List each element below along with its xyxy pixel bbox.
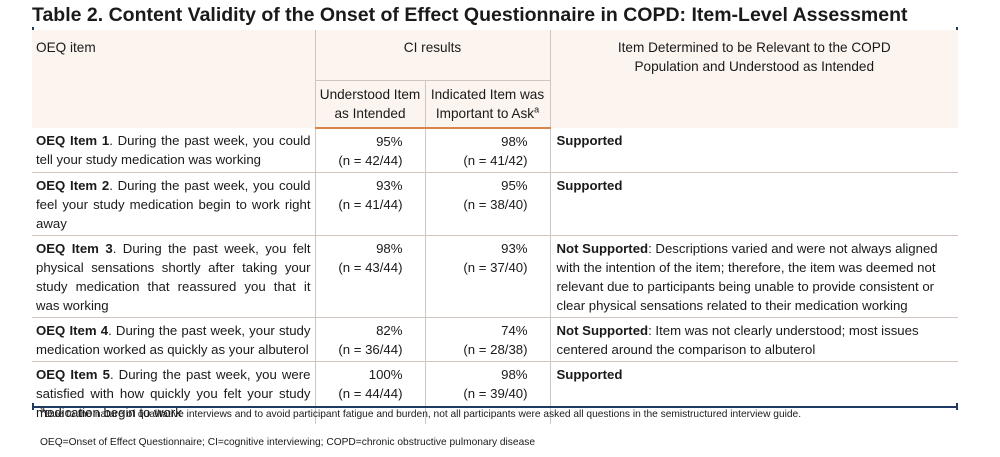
item-cell: OEQ Item 4. During the past week, your s…	[32, 317, 315, 362]
header-important-line2: Important to Ask	[435, 106, 535, 121]
understood-cell: 95% (n = 42/44)	[314, 128, 425, 173]
content-validity-table: OEQ item CI results Item Determined to b…	[32, 30, 959, 425]
header-understood: Understood Item as Intended	[314, 80, 425, 129]
header-important-sup: a	[534, 104, 540, 115]
relevance-cell: Supported	[549, 128, 959, 173]
header-important: Indicated Item was Important to Aska	[424, 80, 551, 129]
item-label: OEQ Item 4	[36, 323, 109, 338]
important-pct: 74%	[501, 323, 528, 338]
item-label: OEQ Item 5	[36, 367, 110, 382]
footnote-text: Due to the nature of qualitative intervi…	[45, 409, 802, 420]
important-pct: 95%	[501, 178, 528, 193]
table-row: OEQ Item 4. During the past week, your s…	[32, 317, 959, 362]
understood-pct: 95%	[376, 134, 403, 149]
verdict: Not Supported	[556, 241, 649, 256]
important-cell: 95% (n = 38/40)	[424, 172, 551, 236]
item-cell: OEQ Item 3. During the past week, you fe…	[32, 235, 315, 318]
header-ci-results: CI results	[314, 30, 551, 81]
verdict: Supported	[556, 367, 623, 382]
understood-pct: 82%	[376, 323, 403, 338]
item-cell: OEQ Item 1. During the past week, you co…	[32, 128, 315, 173]
header-relevance-line1: Item Determined to be Relevant to the CO…	[617, 40, 891, 55]
footnote: aDue to the nature of qualitative interv…	[40, 405, 802, 420]
important-pct: 98%	[501, 134, 528, 149]
verdict-detail: : Item was not clearly understood; most …	[556, 323, 919, 357]
header-understood-line1: Understood Item	[319, 87, 421, 102]
important-cell: 74% (n = 28/38)	[424, 317, 551, 362]
important-n: (n = 37/40)	[463, 260, 528, 275]
important-pct: 93%	[501, 241, 528, 256]
bottom-rule	[32, 406, 958, 408]
important-pct: 98%	[501, 367, 528, 382]
understood-pct: 100%	[368, 367, 403, 382]
table-row: OEQ Item 1. During the past week, you co…	[32, 128, 959, 173]
important-cell: 98% (n = 41/42)	[424, 128, 551, 173]
header-relevance-line2: Population and Understood as Intended	[634, 59, 875, 74]
understood-n: (n = 44/44)	[338, 386, 403, 401]
table-title: Table 2. Content Validity of the Onset o…	[32, 4, 908, 26]
table-row: OEQ Item 3. During the past week, you fe…	[32, 235, 959, 318]
table-container: OEQ item CI results Item Determined to b…	[32, 30, 959, 425]
item-text: . During the past week, you felt physica…	[36, 241, 311, 313]
important-cell: 93% (n = 37/40)	[424, 235, 551, 318]
understood-n: (n = 36/44)	[338, 342, 403, 357]
item-cell: OEQ Item 2. During the past week, you co…	[32, 172, 315, 236]
header-important-line1: Indicated Item was	[430, 87, 545, 102]
relevance-cell: Not Supported: Descriptions varied and w…	[549, 235, 959, 318]
important-n: (n = 41/42)	[463, 153, 528, 168]
verdict: Not Supported	[556, 323, 649, 338]
item-text: . During the past week, you were satisfi…	[36, 367, 311, 420]
understood-cell: 100% (n = 44/44)	[314, 361, 425, 424]
header-relevance: Item Determined to be Relevant to the CO…	[549, 30, 959, 128]
verdict-detail: : Descriptions varied and were not alway…	[556, 241, 938, 313]
important-cell: 98% (n = 39/40)	[424, 361, 551, 424]
relevance-cell: Supported	[549, 361, 959, 424]
understood-pct: 93%	[376, 178, 403, 193]
header-understood-line2: as Intended	[334, 106, 406, 121]
item-cell: OEQ Item 5. During the past week, you we…	[32, 362, 315, 425]
understood-cell: 82% (n = 36/44)	[314, 317, 425, 362]
item-label: OEQ Item 3	[36, 241, 113, 256]
understood-cell: 93% (n = 41/44)	[314, 172, 425, 236]
footnote-marker: a	[40, 404, 46, 415]
table-row: OEQ Item 5. During the past week, you we…	[32, 361, 959, 425]
understood-n: (n = 41/44)	[338, 197, 403, 212]
important-n: (n = 39/40)	[463, 386, 528, 401]
understood-cell: 98% (n = 43/44)	[314, 235, 425, 318]
verdict: Supported	[556, 178, 623, 193]
understood-n: (n = 42/44)	[338, 153, 403, 168]
bottom-rule-left-tick	[32, 403, 34, 410]
verdict: Supported	[556, 133, 623, 148]
item-text: . During the past week, you could tell y…	[36, 133, 311, 167]
table-row: OEQ Item 2. During the past week, you co…	[32, 172, 959, 236]
item-label: OEQ Item 2	[36, 178, 110, 193]
relevance-cell: Supported	[549, 172, 959, 236]
important-n: (n = 38/40)	[463, 197, 528, 212]
understood-pct: 98%	[376, 241, 403, 256]
header-oeq-item: OEQ item	[32, 30, 315, 128]
important-n: (n = 28/38)	[463, 342, 528, 357]
item-text: . During the past week, you could feel y…	[36, 178, 311, 231]
item-text: . During the past week, your study medic…	[36, 323, 311, 357]
bottom-rule-right-tick	[956, 403, 958, 410]
abbreviations: OEQ=Onset of Effect Questionnaire; CI=co…	[40, 437, 535, 448]
item-label: OEQ Item 1	[36, 133, 110, 148]
understood-n: (n = 43/44)	[338, 260, 403, 275]
relevance-cell: Not Supported: Item was not clearly unde…	[549, 317, 959, 362]
